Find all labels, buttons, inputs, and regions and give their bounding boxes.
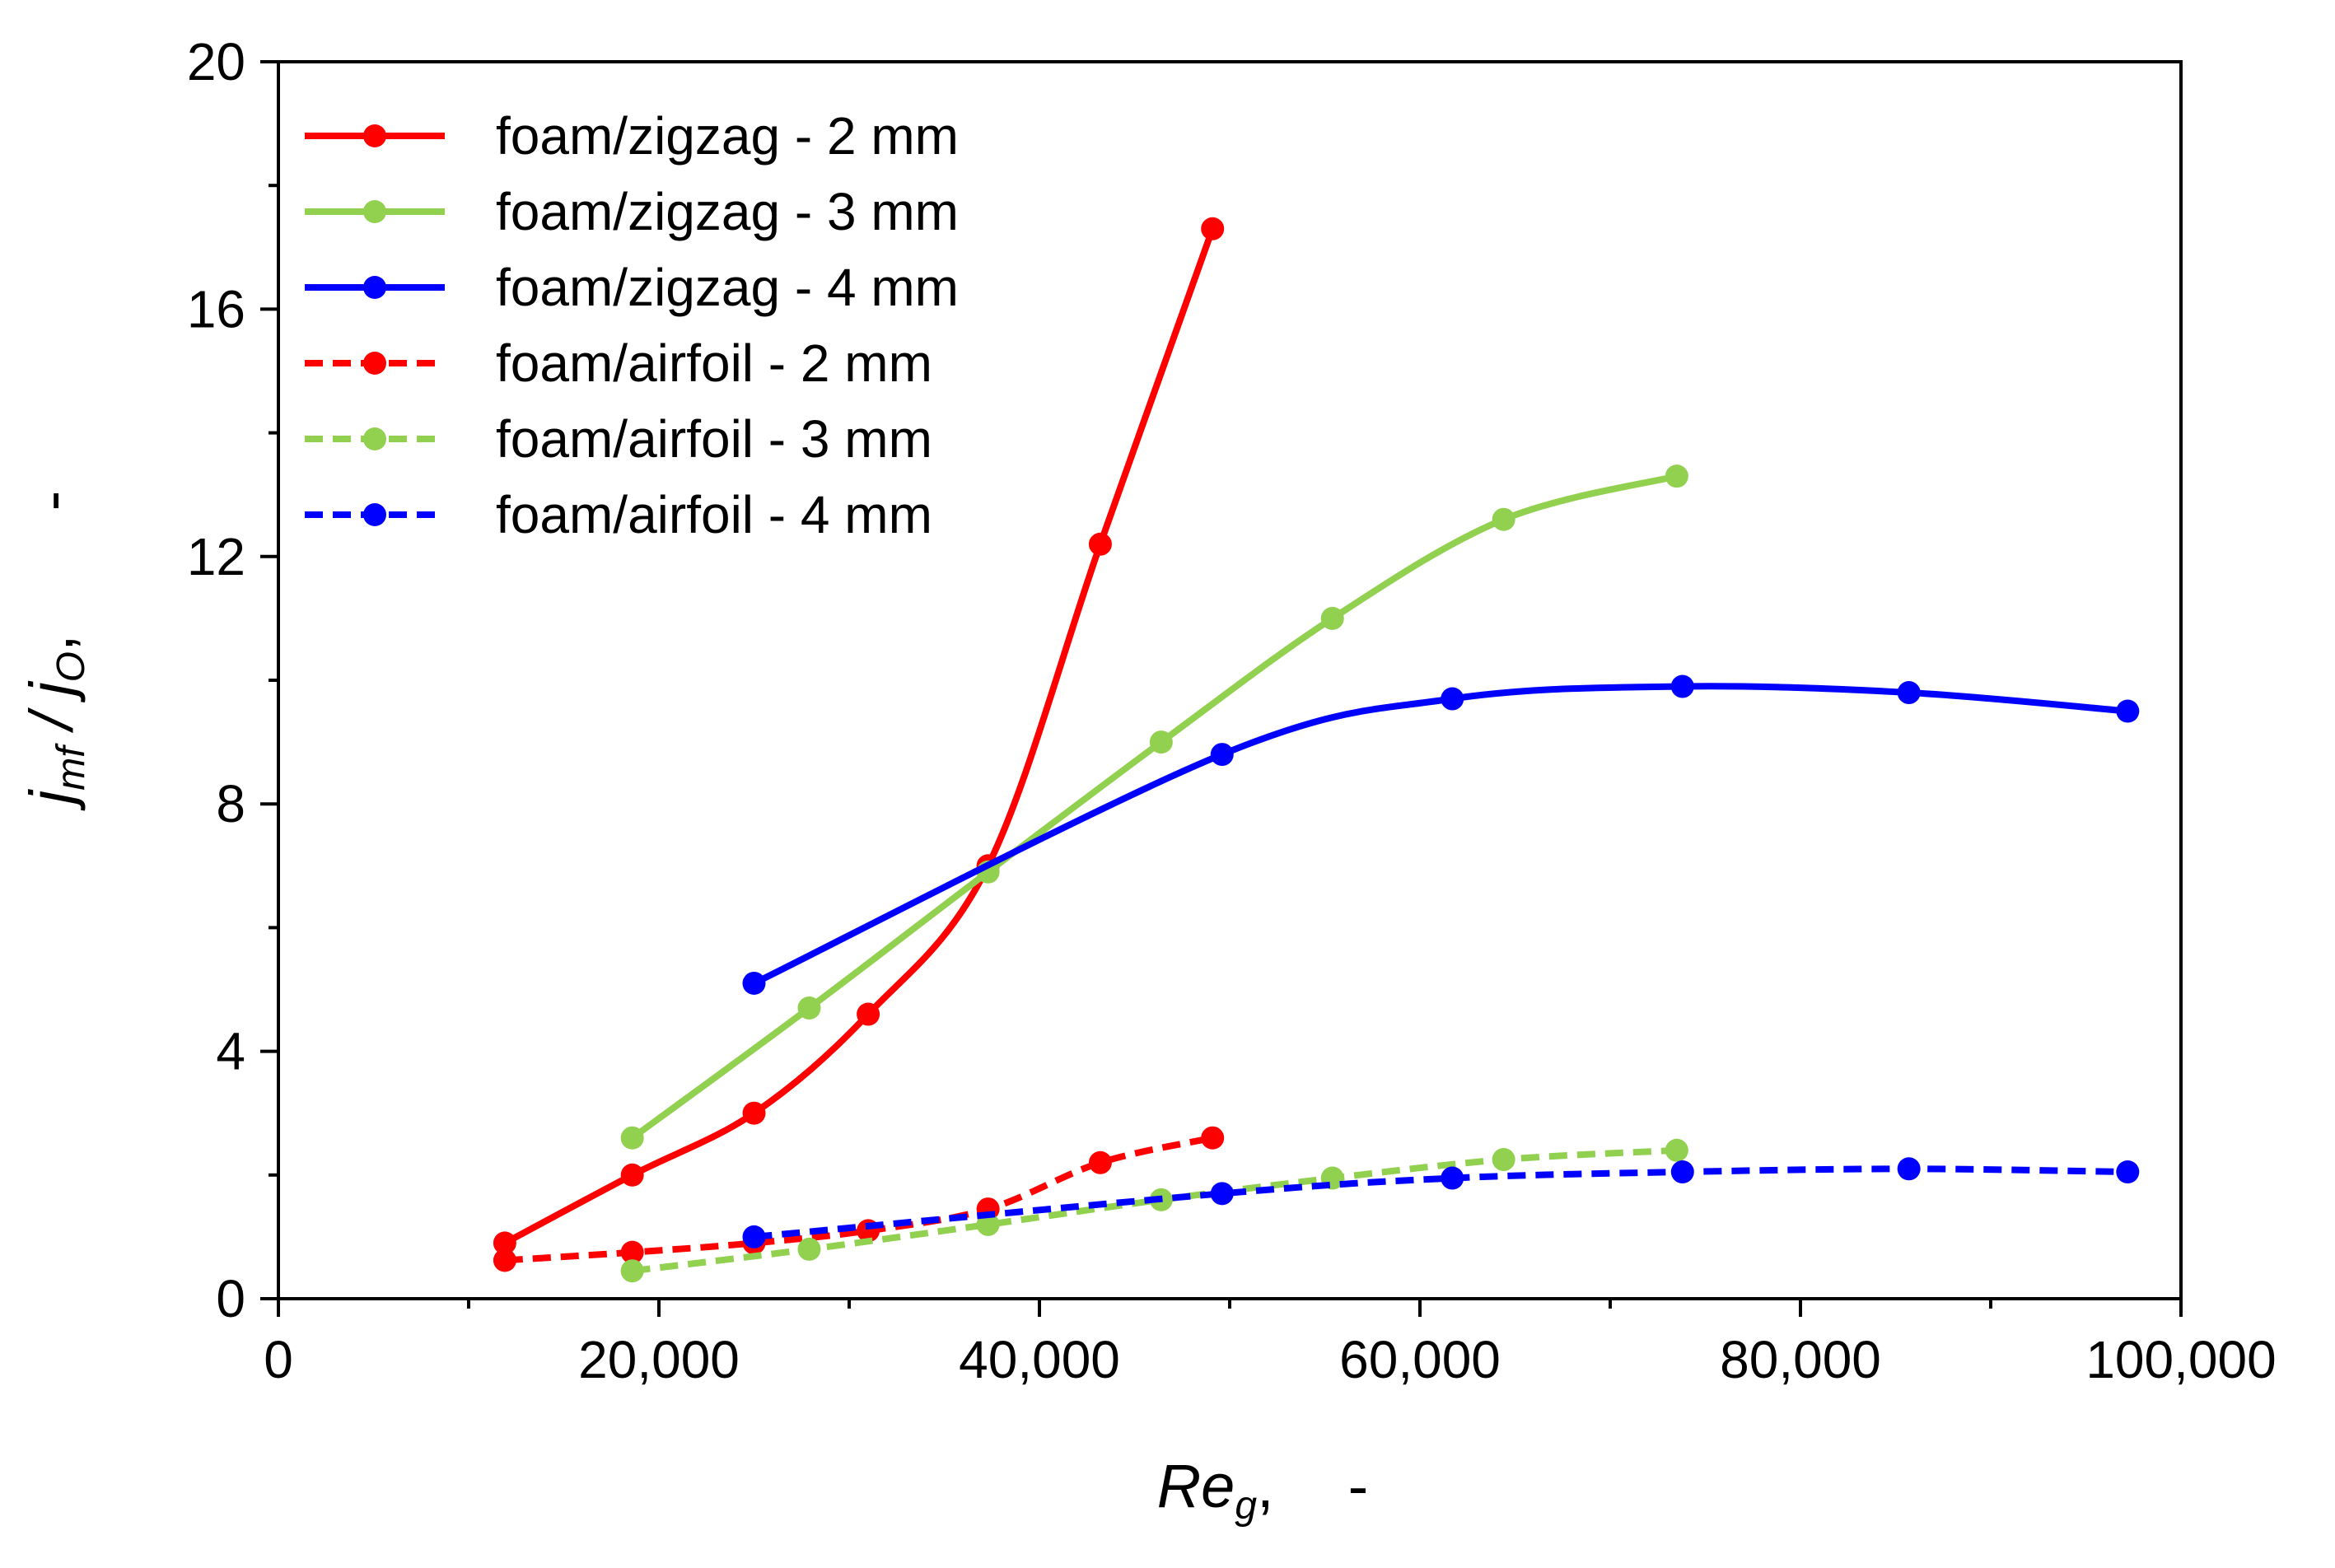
data-point <box>1210 1182 1234 1206</box>
x-axis-title-main: Re <box>1157 1452 1235 1520</box>
x-axis-title: Reg, - <box>1157 1452 1369 1528</box>
plot-area-frame <box>277 60 2183 1300</box>
data-point <box>797 996 821 1020</box>
data-point <box>857 1002 880 1026</box>
y-tick-label: 20 <box>187 32 245 91</box>
data-point <box>1665 1138 1688 1162</box>
series-foam-zigzag-4-mm <box>742 674 2140 995</box>
legend-swatch-marker <box>363 124 386 147</box>
data-point <box>1492 507 1515 531</box>
data-point <box>1441 1166 1464 1190</box>
data-point <box>1201 217 1225 240</box>
legend-swatch-marker <box>363 276 386 299</box>
series-layer <box>493 217 2140 1283</box>
series-line <box>754 1165 2128 1240</box>
series-foam-zigzag-2-mm <box>493 217 1225 1255</box>
data-point <box>1088 1150 1112 1174</box>
x-tick-label: 0 <box>264 1330 293 1389</box>
plot-frame <box>277 60 2183 1300</box>
data-point <box>742 1225 766 1248</box>
data-point <box>976 1212 1000 1236</box>
legend-swatch-marker <box>363 200 386 223</box>
y-tick-label: 16 <box>187 279 245 338</box>
legend-item: foam/zigzag - 4 mm <box>305 258 959 317</box>
x-tick-label: 60,000 <box>1339 1330 1501 1389</box>
legend-item: foam/airfoil - 2 mm <box>305 334 932 393</box>
data-point <box>620 1240 644 1264</box>
data-point <box>1897 1157 1921 1181</box>
x-axis-title-unit: - <box>1348 1452 1369 1520</box>
data-point <box>1670 674 1694 698</box>
legend-item: foam/zigzag - 2 mm <box>305 106 959 166</box>
data-point <box>1088 532 1112 556</box>
data-point <box>1670 1160 1694 1184</box>
series-line <box>632 1146 1678 1275</box>
data-point <box>1201 1126 1225 1150</box>
legend-label: foam/airfoil - 2 mm <box>496 334 932 393</box>
data-point <box>1210 743 1234 767</box>
legend-item: foam/airfoil - 3 mm <box>305 409 932 469</box>
x-axis-title-comma: , <box>1257 1452 1274 1520</box>
x-tick-label: 100,000 <box>2085 1330 2276 1389</box>
data-point <box>1149 730 1173 754</box>
legend: foam/zigzag - 2 mm foam/zigzag - 3 mm foam… <box>305 106 959 544</box>
data-point <box>620 1163 644 1187</box>
legend-swatch-marker <box>363 427 386 450</box>
x-tick-label: 80,000 <box>1720 1330 1881 1389</box>
legend-label: foam/zigzag - 2 mm <box>496 106 959 166</box>
data-point <box>1320 606 1344 630</box>
data-point <box>742 971 766 995</box>
data-point <box>1441 687 1464 711</box>
x-axis-title-subscript: g <box>1235 1484 1257 1528</box>
y-axis-title-j1: j <box>17 788 86 811</box>
y-axis: 0 4 8 12 16 20 <box>187 32 278 1328</box>
series-line <box>628 473 1680 1141</box>
data-point <box>797 1237 821 1261</box>
data-point <box>742 1101 766 1125</box>
x-tick-label: 20,000 <box>578 1330 740 1389</box>
legend-item: foam/zigzag - 3 mm <box>305 182 959 241</box>
legend-swatch-marker <box>363 352 386 375</box>
data-point <box>1897 681 1921 705</box>
legend-label: foam/zigzag - 4 mm <box>496 258 959 317</box>
x-tick-label: 40,000 <box>959 1330 1120 1389</box>
series-foam-airfoil-4-mm <box>742 1157 2140 1248</box>
data-point <box>493 1248 516 1272</box>
data-point <box>493 1231 516 1255</box>
data-point <box>1492 1148 1515 1172</box>
series-line <box>750 683 2132 987</box>
y-tick-label: 8 <box>216 774 245 833</box>
legend-swatch-marker <box>363 503 386 526</box>
y-axis-title-sep: / <box>17 696 86 747</box>
x-axis: 0 20,000 40,000 60,000 80,000 100,000 <box>264 1299 2277 1389</box>
data-point <box>620 1259 644 1283</box>
data-point <box>620 1126 644 1150</box>
y-axis-title-sub2: O <box>49 651 93 682</box>
legend-label: foam/zigzag - 3 mm <box>496 182 959 241</box>
series-foam-airfoil-2-mm <box>493 1126 1225 1272</box>
y-axis-title-sub1: mf <box>49 743 93 791</box>
series-line <box>501 225 1217 1247</box>
legend-item: foam/airfoil - 4 mm <box>305 485 932 544</box>
y-axis-title-comma: , <box>17 634 86 651</box>
series-foam-airfoil-3-mm <box>620 1138 1688 1283</box>
y-axis-title: jmf / jO,- <box>17 491 93 811</box>
y-tick-label: 4 <box>216 1022 245 1081</box>
data-point <box>2116 1160 2140 1184</box>
y-tick-label: 12 <box>187 527 245 586</box>
y-tick-label: 0 <box>216 1269 245 1328</box>
legend-label: foam/airfoil - 4 mm <box>496 485 932 544</box>
data-point <box>2116 699 2140 723</box>
series-foam-zigzag-3-mm <box>620 464 1688 1150</box>
data-point <box>1665 464 1688 488</box>
legend-label: foam/airfoil - 3 mm <box>496 409 932 469</box>
y-axis-title-unit: - <box>17 491 86 511</box>
